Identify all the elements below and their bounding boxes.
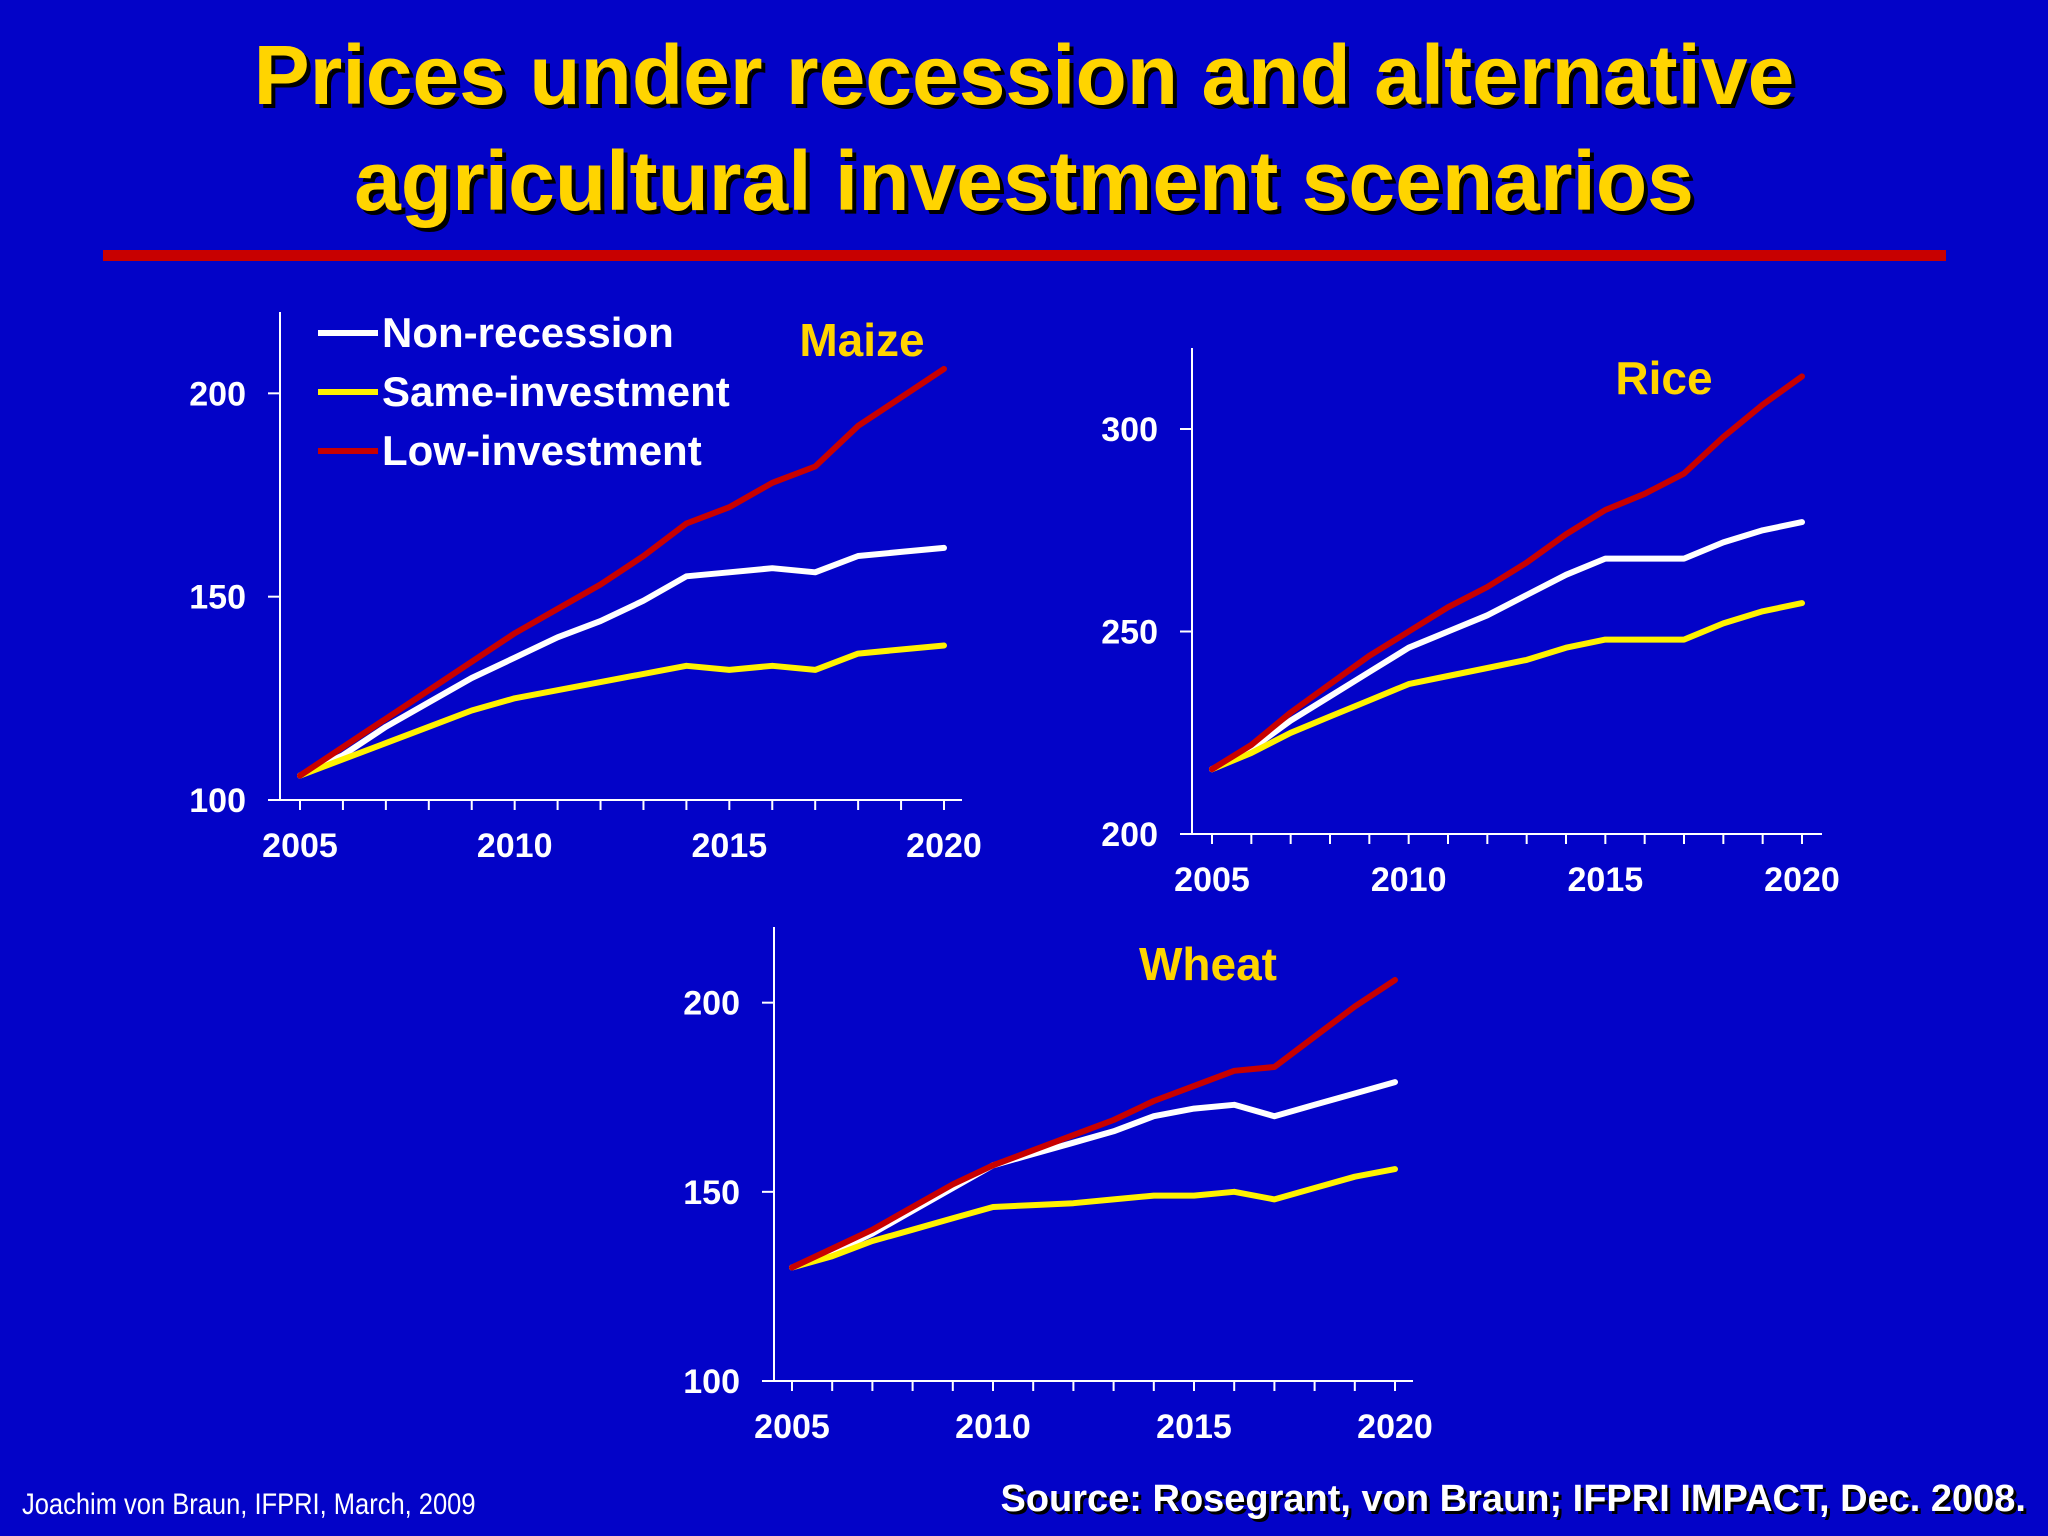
- chart-maize-title: Maize: [799, 314, 924, 366]
- chart-wheat-x-tick-label: 2020: [1357, 1408, 1433, 1446]
- slide-title-line1: Prices under recession and alternative: [253, 28, 1795, 122]
- chart-maize-y-tick-label: 100: [189, 782, 246, 820]
- chart-wheat-series-non-recession: [789, 1079, 1398, 1271]
- chart-maize-series-same-investment: [297, 642, 947, 779]
- chart-rice-x-tick-label: 2015: [1568, 861, 1644, 899]
- chart-maize-series-low-investment: [297, 365, 947, 779]
- chart-maize-y-tick-label: 200: [189, 375, 246, 413]
- chart-wheat-series-low-investment: [789, 977, 1398, 1271]
- legend-label-non-recession: Non-recession: [382, 309, 674, 356]
- chart-wheat-series-same-investment: [789, 1166, 1398, 1271]
- chart-rice-x-tick-label: 2020: [1764, 861, 1840, 899]
- legend: Non-recession Same-investment Low-investme…: [318, 309, 730, 474]
- chart-rice-y-tick-label: 250: [1101, 614, 1158, 652]
- source-note: Source: Rosegrant, von Braun; IFPRI IMPA…: [1000, 1478, 2026, 1520]
- chart-wheat-x-tick-label: 2015: [1156, 1408, 1232, 1446]
- chart-rice-x-tick-label: 2010: [1371, 861, 1447, 899]
- chart-rice-y-tick-label: 300: [1101, 411, 1158, 449]
- chart-wheat-x-tick-label: 2005: [754, 1408, 830, 1446]
- chart-wheat-x-tick-label: 2010: [955, 1408, 1031, 1446]
- chart-rice-series-same-investment: [1209, 600, 1805, 773]
- chart-rice-x-tick-label: 2005: [1174, 861, 1250, 899]
- slide-title-line2: agricultural investment scenarios: [354, 134, 1694, 228]
- chart-wheat-title: Wheat: [1139, 938, 1277, 990]
- chart-rice-series-low-investment: [1209, 373, 1805, 773]
- title-divider: [103, 250, 1946, 261]
- author-credit: Joachim von Braun, IFPRI, March, 2009: [22, 1488, 476, 1521]
- slide-title: Prices under recession and alternative a…: [0, 22, 2048, 234]
- chart-maize-series-non-recession: [297, 544, 947, 779]
- chart-wheat-y-tick-label: 200: [683, 985, 740, 1023]
- chart-wheat-y-tick-label: 150: [683, 1174, 740, 1212]
- chart-rice: 200 250 300 2005 2010 2015 2020 Rice: [1101, 348, 1840, 899]
- chart-maize-x-tick-label: 2015: [692, 827, 768, 865]
- chart-rice-title: Rice: [1615, 352, 1712, 404]
- chart-maize: 100 150 200 2005 2010 2015 2020 Maize: [189, 312, 982, 865]
- chart-rice-y-tick-label: 200: [1101, 816, 1158, 854]
- legend-label-same-investment: Same-investment: [382, 368, 730, 415]
- chart-maize-x-tick-label: 2005: [262, 827, 338, 865]
- chart-maize-x-tick-label: 2020: [906, 827, 982, 865]
- legend-label-low-investment: Low-investment: [382, 427, 702, 474]
- chart-wheat-y-tick-label: 100: [683, 1363, 740, 1401]
- chart-wheat: 100 150 200 2005 2010 2015 2020 Wheat: [683, 927, 1433, 1446]
- chart-maize-x-tick-label: 2010: [477, 827, 553, 865]
- chart-rice-series-non-recession: [1209, 519, 1805, 773]
- chart-maize-y-tick-label: 150: [189, 579, 246, 617]
